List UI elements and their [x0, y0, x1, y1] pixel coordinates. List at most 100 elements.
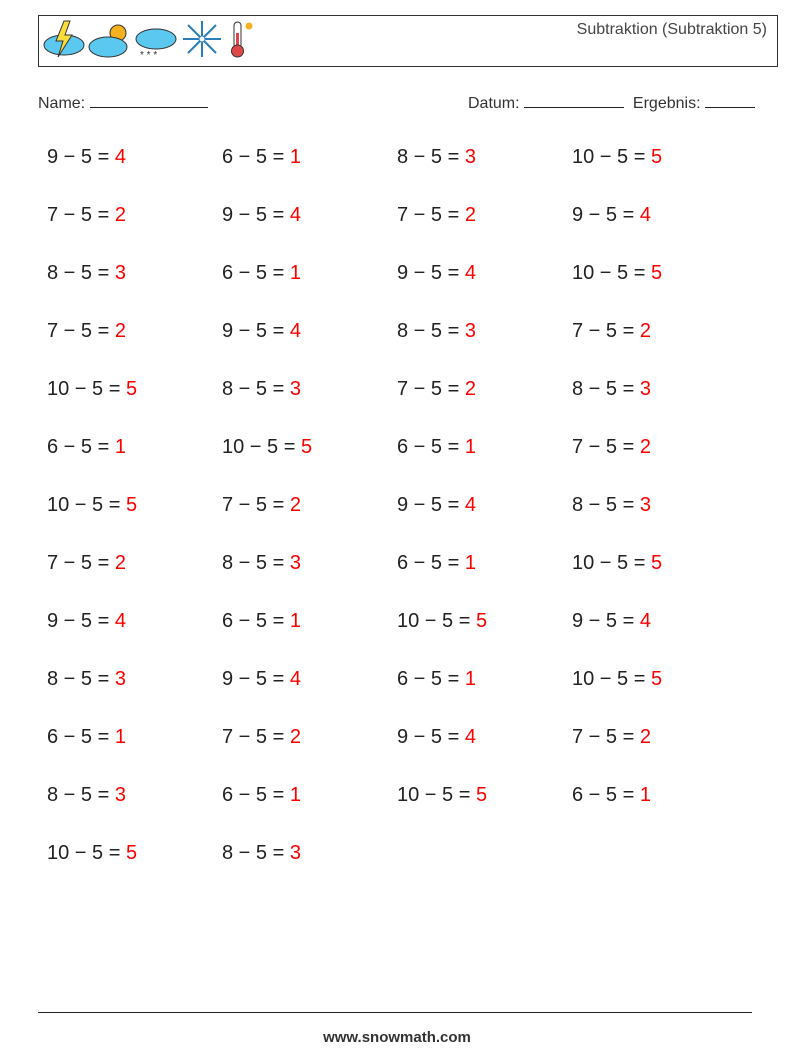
sun-cloud-icon [88, 24, 128, 58]
problem-answer: 2 [114, 552, 126, 574]
problem-answer: 4 [114, 610, 126, 632]
problem: 7 − 5 = 2 [397, 204, 572, 262]
problem-expression: 6 − 5 = [222, 610, 290, 632]
problem-expression: 9 − 5 = [47, 146, 115, 168]
problem-expression: 9 − 5 = [222, 320, 290, 342]
problem-expression: 8 − 5 = [572, 494, 640, 516]
problem-expression: 6 − 5 = [397, 552, 465, 574]
problem: 7 − 5 = 2 [397, 378, 572, 436]
problem: 9 − 5 = 4 [397, 262, 572, 320]
problem-answer: 1 [114, 436, 126, 458]
problem-expression: 7 − 5 = [397, 378, 465, 400]
problem-answer: 5 [125, 378, 138, 400]
problem: 9 − 5 = 4 [397, 494, 572, 552]
problem-expression: 7 − 5 = [572, 726, 640, 748]
problem-expression: 8 − 5 = [222, 552, 290, 574]
problem-expression: 6 − 5 = [397, 436, 465, 458]
problem: 9 − 5 = 4 [222, 320, 397, 378]
problem: 7 − 5 = 2 [47, 552, 222, 610]
problem-expression: 8 − 5 = [397, 146, 465, 168]
problem: 7 − 5 = 2 [572, 436, 747, 494]
problem-answer: 1 [114, 726, 126, 748]
problem-answer: 3 [289, 842, 301, 864]
problem-answer: 5 [125, 494, 138, 516]
problem-answer: 4 [639, 610, 651, 632]
name-label: Name: [38, 95, 86, 112]
problem: 10 − 5 = 5 [572, 552, 747, 610]
problem-expression: 8 − 5 = [222, 378, 290, 400]
problem-expression: 9 − 5 = [397, 726, 465, 748]
problem-answer: 5 [475, 610, 488, 632]
problem-expression: 7 − 5 = [222, 494, 290, 516]
problem-expression: 7 − 5 = [47, 204, 115, 226]
name-field: Name: [38, 93, 208, 113]
problem-expression: 6 − 5 = [222, 784, 290, 806]
worksheet-title: Subtraktion (Subtraktion 5) [576, 21, 767, 38]
problem: 7 − 5 = 2 [572, 726, 747, 784]
problem-answer: 1 [464, 552, 476, 574]
problem-answer: 5 [650, 552, 663, 574]
problem: 7 − 5 = 2 [222, 494, 397, 552]
problem-expression: 6 − 5 = [222, 262, 290, 284]
problem: 6 − 5 = 1 [222, 784, 397, 842]
problem-answer: 1 [289, 610, 301, 632]
problem-expression: 7 − 5 = [47, 552, 115, 574]
problem-answer: 2 [289, 494, 301, 516]
weather-icons: * * * [42, 19, 256, 59]
problem-expression: 10 − 5 = [397, 610, 476, 632]
problem-answer: 2 [114, 320, 126, 342]
svg-text:* * *: * * * [140, 50, 157, 59]
problem-answer: 2 [114, 204, 126, 226]
problem-expression: 7 − 5 = [222, 726, 290, 748]
problem-answer: 2 [464, 378, 476, 400]
problem-expression: 6 − 5 = [222, 146, 290, 168]
problem-answer: 1 [464, 436, 476, 458]
date-label: Datum: [468, 95, 520, 112]
problem: 10 − 5 = 5 [572, 262, 747, 320]
problem-expression: 10 − 5 = [397, 784, 476, 806]
problem-answer: 3 [114, 784, 126, 806]
problem: 9 − 5 = 4 [222, 668, 397, 726]
problem: 10 − 5 = 5 [47, 842, 222, 900]
problem-answer: 4 [464, 494, 476, 516]
problem: 9 − 5 = 4 [572, 204, 747, 262]
score-label: Ergebnis: [632, 95, 701, 112]
problem: 10 − 5 = 5 [397, 610, 572, 668]
problem-answer: 4 [289, 204, 301, 226]
problem: 7 − 5 = 2 [572, 320, 747, 378]
problem: 8 − 5 = 3 [47, 262, 222, 320]
problem: 6 − 5 = 1 [47, 436, 222, 494]
problem-expression: 10 − 5 = [572, 552, 651, 574]
problem-answer: 5 [300, 436, 313, 458]
problem: 6 − 5 = 1 [397, 436, 572, 494]
problem-expression: 8 − 5 = [47, 262, 115, 284]
problem-answer: 2 [464, 204, 476, 226]
problem-expression: 6 − 5 = [47, 726, 115, 748]
problem-expression: 8 − 5 = [397, 320, 465, 342]
problem: 8 − 5 = 3 [222, 378, 397, 436]
footer-divider [38, 1012, 752, 1013]
problem: 8 − 5 = 3 [222, 552, 397, 610]
problem-answer: 4 [289, 668, 301, 690]
problem-answer: 1 [289, 784, 301, 806]
problem-answer: 3 [639, 494, 651, 516]
storm-cloud-icon [43, 20, 85, 58]
problem-answer: 3 [114, 262, 126, 284]
problem: 9 − 5 = 4 [47, 146, 222, 204]
problem: 8 − 5 = 3 [222, 842, 397, 900]
problem-expression: 8 − 5 = [47, 784, 115, 806]
problem-expression: 7 − 5 = [397, 204, 465, 226]
problem-expression: 9 − 5 = [222, 668, 290, 690]
header-box: * * * Subtraktion (Subtraktion 5) [38, 15, 778, 67]
problem-answer: 2 [639, 726, 651, 748]
problem: 8 − 5 = 3 [572, 378, 747, 436]
snow-cloud-icon: * * * [135, 28, 177, 59]
problem-answer: 4 [464, 262, 476, 284]
problem-expression: 8 − 5 = [47, 668, 115, 690]
problem-expression: 7 − 5 = [47, 320, 115, 342]
problem-answer: 1 [464, 668, 476, 690]
problem-answer: 3 [114, 668, 126, 690]
problem: 10 − 5 = 5 [47, 378, 222, 436]
problem-answer: 4 [289, 320, 301, 342]
